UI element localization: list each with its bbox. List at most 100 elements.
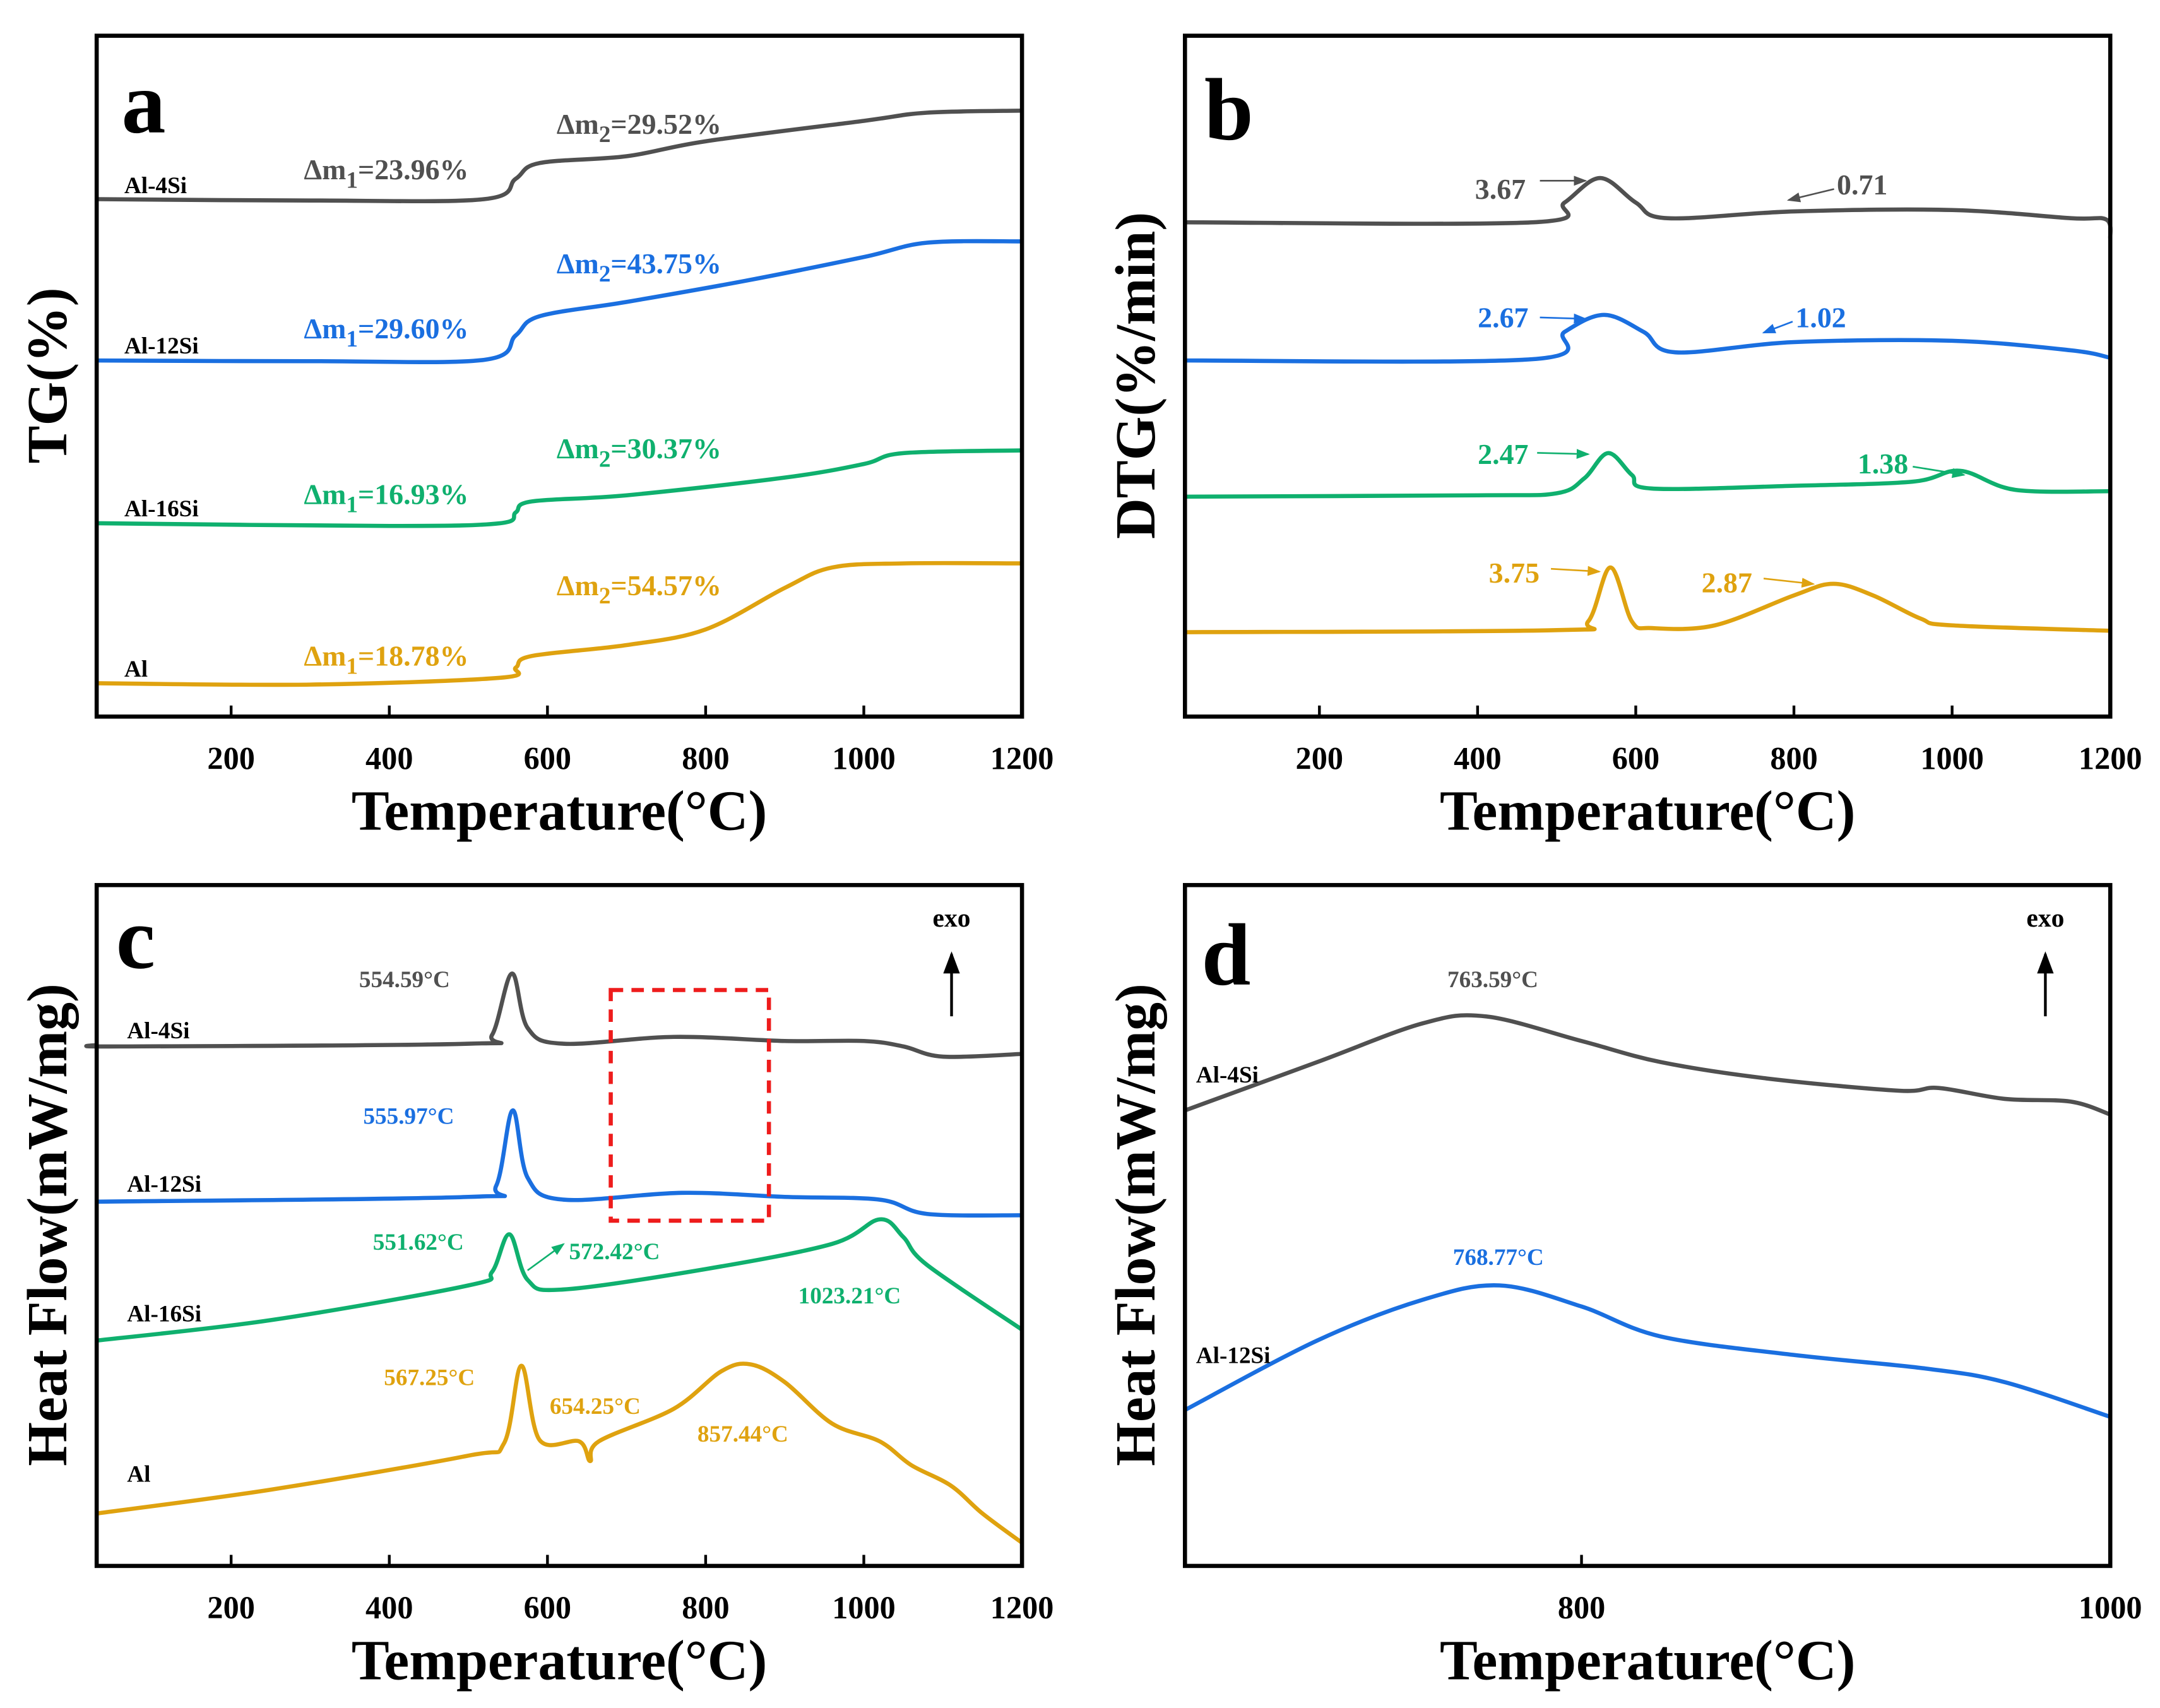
mass-loss-2-label: Δm2=54.57% [557,569,721,609]
x-tick-label: 1000 [2079,1590,2142,1625]
plot-frame [94,33,1024,719]
series-line-al-12si [1184,1283,2111,1419]
panel-c: 200 400 600 800 1000 1200 c exo Temperature(°… [16,882,1054,1692]
series-line-al-4si [84,971,1023,1059]
y-axis-title: Heat Flow(mW/mg) [1105,983,1167,1466]
peak-temperature-label: 763.59°C [1447,967,1538,993]
series-label: Al-12Si [1196,1343,1271,1368]
pointer-arrow-icon [1913,465,1966,478]
pointer-arrow-icon [1762,321,1793,334]
x-tick-label: 800 [682,1590,729,1625]
series-label: Al-12Si [127,1171,201,1197]
series-line-al [1185,565,2111,634]
peak-temperature-label: 555.97°C [363,1104,454,1130]
exo-label: exo [933,903,971,932]
peak-temperature-label: 857.44°C [697,1421,788,1447]
series-label: Al [124,656,148,682]
panel-d: 800 1000 d exo Temperature(°C) Heat Flow(… [1105,882,2142,1692]
series-line-al [96,1361,1024,1545]
panel-label: d [1202,906,1251,1004]
panel-b: 200 400 600 800 1000 1200 b Temperature(°C) D… [1105,33,2142,843]
series-line-al-12si [97,239,1023,365]
plot-frame [1183,882,2113,1569]
peak-value-label: 2.47 [1478,438,1528,470]
peak-temperature-label: 554.59°C [359,967,450,993]
highlight-region-box [608,988,771,1223]
series-label: Al-4Si [127,1018,189,1044]
y-axis-title: Heat Flow(mW/mg) [16,983,79,1466]
panel-a: 200 400 600 800 1000 1200 a Temperature(°C) T… [16,33,1054,843]
mass-loss-1-label: Δm1=29.60% [304,312,468,352]
x-axis-title: Temperature(°C) [1440,1629,1856,1692]
series-line-al-4si [1184,1013,2111,1117]
x-tick-label: 200 [207,740,254,776]
series-line-al-4si [97,108,1023,204]
peak-temperature-label: 768.77°C [1453,1245,1544,1271]
x-tick-label: 200 [1296,740,1343,776]
x-tick-label: 600 [1612,740,1659,776]
series-line-al-4si [1185,175,2113,239]
series-label: Al-12Si [124,333,199,359]
x-tick-label: 400 [365,740,413,776]
mass-loss-2-label: Δm2=43.75% [557,247,721,287]
plot-frame [94,882,1024,1569]
series-line-al-12si [1185,312,2111,364]
plot-frame [1183,33,2113,719]
series-label: Al [127,1461,150,1487]
x-tick-label: 800 [1770,740,1817,776]
pointer-arrow-icon [1537,449,1590,459]
x-tick-label: 400 [1454,740,1501,776]
peak-value-label: 0.71 [1837,169,1887,201]
x-axis-title: Temperature(°C) [1440,780,1856,843]
series-label: Al-16Si [127,1302,201,1327]
mass-loss-2-label: Δm2=30.37% [557,432,721,472]
pointer-arrow-icon [527,1243,565,1271]
x-tick-label: 600 [524,1590,571,1625]
peak-value-label: 1.38 [1858,448,1908,480]
series-line-al [97,560,1023,687]
series-label: Al-4Si [1196,1062,1259,1088]
peak-value-label: 3.75 [1489,557,1540,589]
mass-loss-1-label: Δm1=16.93% [304,478,468,518]
peak-value-label: 2.67 [1478,301,1528,333]
peak-value-label: 2.87 [1702,566,1752,598]
x-tick-label: 1000 [1920,740,1984,776]
peak-value-label: 3.67 [1475,173,1526,205]
peak-value-label: 1.02 [1795,301,1846,333]
series-line-al-16si [96,1217,1023,1343]
x-tick-label: 1200 [990,1590,1054,1625]
panel-label: c [116,890,155,988]
mass-loss-1-label: Δm1=18.78% [304,639,468,679]
pointer-arrow-icon [1540,313,1587,324]
y-axis-title: TG(%) [16,287,79,463]
x-tick-label: 800 [682,740,729,776]
peak-temperature-label: 551.62°C [373,1230,464,1255]
x-tick-label: 400 [365,1590,413,1625]
pointer-arrow-icon [1551,566,1601,576]
pointer-arrow-icon [1763,578,1815,588]
y-axis-title: DTG(%/min) [1105,212,1167,539]
series-line-al-16si [97,448,1023,528]
x-tick-label: 1000 [832,740,896,776]
peak-temperature-label: 1023.21°C [798,1283,901,1309]
peak-temperature-label: 567.25°C [384,1365,475,1391]
series-label: Al-16Si [124,496,199,522]
peak-temperature-label: 654.25°C [550,1394,641,1420]
pointer-arrow-icon [1786,188,1834,203]
series-line-al-12si [97,1108,1023,1218]
exo-label: exo [2026,903,2064,932]
x-tick-label: 1200 [990,740,1054,776]
peak-temperature-label: 572.42°C [569,1239,660,1265]
x-tick-label: 1200 [2079,740,2142,776]
mass-loss-1-label: Δm1=23.96% [304,153,468,193]
x-tick-label: 200 [207,1590,254,1625]
x-axis-title: Temperature(°C) [352,1629,768,1692]
panel-label: b [1204,61,1254,159]
x-tick-label: 800 [1558,1590,1605,1625]
x-tick-label: 1000 [832,1590,896,1625]
panel-label: a [122,54,166,152]
series-label: Al-4Si [124,173,187,199]
x-axis-title: Temperature(°C) [352,780,768,843]
series-line-al-16si [1185,451,2111,499]
